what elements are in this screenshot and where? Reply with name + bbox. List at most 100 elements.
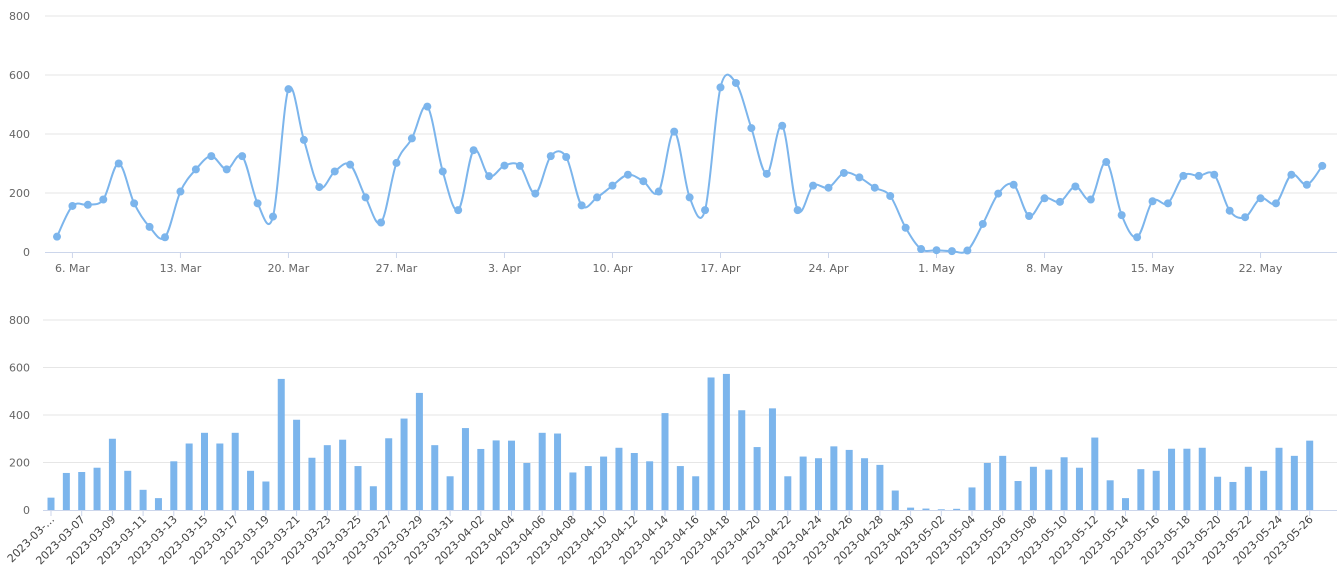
data-point [392, 158, 401, 167]
x-tick-label: 20. Mar [268, 262, 310, 275]
data-point [454, 206, 463, 215]
bar [661, 413, 669, 510]
bar [431, 445, 439, 510]
data-point [207, 152, 216, 161]
bar [62, 472, 70, 510]
bar [1214, 476, 1222, 510]
bar [124, 470, 132, 510]
data-point [346, 160, 355, 169]
data-point [1086, 195, 1095, 204]
bar [1137, 469, 1145, 510]
bar [1229, 481, 1237, 510]
bar [108, 438, 116, 510]
data-point [1025, 212, 1034, 221]
bar [247, 470, 255, 510]
bar [154, 498, 162, 510]
bar [630, 453, 638, 510]
data-point [932, 246, 941, 255]
data-point [1287, 170, 1296, 179]
data-point [1102, 158, 1111, 167]
data-point [1179, 171, 1188, 180]
data-point [947, 247, 956, 256]
bar [538, 432, 546, 510]
bar [1060, 457, 1068, 510]
data-point [130, 199, 139, 208]
bar [891, 490, 899, 510]
data-point [1117, 211, 1126, 220]
x-tick-label: 10. Apr [592, 262, 632, 275]
data-point [423, 102, 432, 111]
bar [1306, 440, 1314, 510]
data-point [361, 193, 370, 202]
x-tick-label: 3. Apr [488, 262, 521, 275]
bar [830, 446, 838, 510]
data-point [1225, 206, 1234, 215]
data-point [269, 212, 278, 221]
data-point [114, 159, 123, 168]
data-point [994, 189, 1003, 198]
data-point [407, 134, 416, 143]
x-tick-label: 15. May [1131, 262, 1175, 275]
bar [93, 467, 101, 510]
data-point [870, 183, 879, 192]
data-point [546, 152, 555, 161]
bar [323, 445, 331, 510]
data-point [469, 146, 478, 155]
x-tick-label: 1. May [918, 262, 955, 275]
data-point [623, 170, 632, 179]
bar [907, 507, 915, 510]
y-tick-label: 600 [9, 69, 30, 82]
y-tick-label: 800 [9, 314, 30, 327]
x-tick-label: 13. Mar [160, 262, 202, 275]
bar [1075, 467, 1083, 510]
bar [1029, 466, 1037, 510]
data-point [1256, 194, 1265, 203]
data-point [284, 85, 293, 94]
data-point [191, 165, 200, 174]
bar [400, 418, 408, 510]
bar [983, 462, 991, 510]
bar [1014, 481, 1022, 510]
data-point [577, 201, 586, 210]
data-point [917, 245, 926, 254]
bar [600, 456, 608, 510]
bar [1183, 448, 1191, 510]
data-point [1210, 170, 1219, 179]
bar [784, 476, 792, 510]
data-point [778, 121, 787, 130]
data-point [901, 223, 910, 232]
data-point [1148, 197, 1157, 206]
x-tick-label: 6. Mar [55, 262, 90, 275]
data-point [330, 167, 339, 176]
bar [293, 419, 301, 510]
bar [508, 440, 515, 510]
data-point [1163, 199, 1172, 208]
bar [1260, 470, 1268, 510]
data-point [1133, 233, 1142, 242]
bar [554, 433, 562, 510]
data-point [1055, 197, 1064, 206]
bar [1152, 470, 1160, 510]
bar [308, 457, 316, 510]
data-point [531, 189, 540, 198]
bar [968, 487, 976, 510]
data-point [716, 83, 725, 92]
bar [615, 447, 623, 510]
x-tick-label: 8. May [1026, 262, 1063, 275]
data-point [1071, 182, 1080, 191]
x-tick-label: 22. May [1239, 262, 1283, 275]
y-tick-label: 400 [9, 128, 30, 141]
bar [922, 508, 930, 510]
bar [692, 476, 700, 510]
data-point [1241, 213, 1250, 222]
bar [492, 440, 500, 510]
data-point [701, 206, 710, 215]
data-point [963, 246, 972, 255]
bar-chart: 02004006008002023-03-…2023-03-072023-03-… [5, 314, 1337, 567]
data-point [299, 135, 308, 144]
data-point [654, 187, 663, 196]
data-point [1194, 171, 1203, 180]
y-tick-label: 400 [9, 409, 30, 422]
data-point [68, 201, 77, 210]
